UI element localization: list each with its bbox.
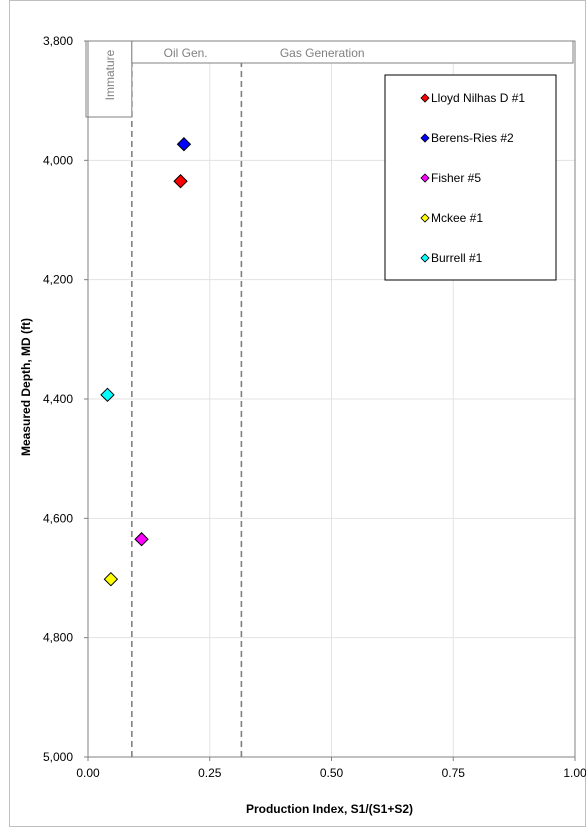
- data-point-marker: [173, 174, 188, 189]
- x-tick-label: 0.50: [320, 766, 344, 780]
- immature-zone-box: [85, 40, 133, 118]
- y-tick-label: 4,000: [43, 153, 73, 167]
- legend-marker: [420, 213, 430, 223]
- x-tick-label: 0.25: [198, 766, 222, 780]
- legend-box: [384, 74, 557, 281]
- legend-marker: [420, 253, 430, 263]
- legend-marker: [420, 133, 430, 143]
- legend-label: Lloyd Nilhas D #1: [431, 91, 525, 105]
- x-axis-title: Production Index, S1/(S1+S2): [246, 802, 413, 816]
- y-tick-label: 4,200: [43, 273, 73, 287]
- y-tick-label: 4,400: [43, 392, 73, 406]
- data-point-marker: [134, 532, 149, 547]
- legend-label: Mckee #1: [431, 211, 483, 225]
- data-point-marker: [100, 387, 115, 403]
- legend-label: Fisher #5: [431, 171, 481, 185]
- x-tick-label: 0.75: [442, 766, 466, 780]
- x-tick-label: 0.00: [76, 766, 100, 780]
- data-point-marker: [103, 571, 119, 587]
- zone-label-immature: Immature: [103, 49, 117, 100]
- y-tick-label: 5,000: [43, 750, 73, 764]
- legend-marker: [420, 93, 430, 103]
- y-tick-label: 3,800: [43, 34, 73, 48]
- zone-label-oil: Oil Gen.: [164, 46, 208, 60]
- y-tick-label: 4,800: [43, 631, 73, 645]
- legend-label: Burrell #1: [431, 251, 483, 265]
- y-axis-title: Measured Depth, MD (ft): [19, 318, 33, 456]
- legend: Lloyd Nilhas D #1 Berens-Ries #2 Fisher #5…: [384, 74, 557, 281]
- y-tick-label: 4,600: [43, 511, 73, 525]
- maturity-zones: Immature Oil Gen. Gas Generation: [85, 40, 574, 757]
- legend-marker: [420, 173, 430, 183]
- x-tick-label: 1.00: [563, 766, 586, 780]
- data-point-marker: [176, 137, 192, 152]
- legend-label: Berens-Ries #2: [431, 131, 514, 145]
- data-points: [100, 137, 192, 587]
- zone-label-gas: Gas Generation: [280, 46, 365, 60]
